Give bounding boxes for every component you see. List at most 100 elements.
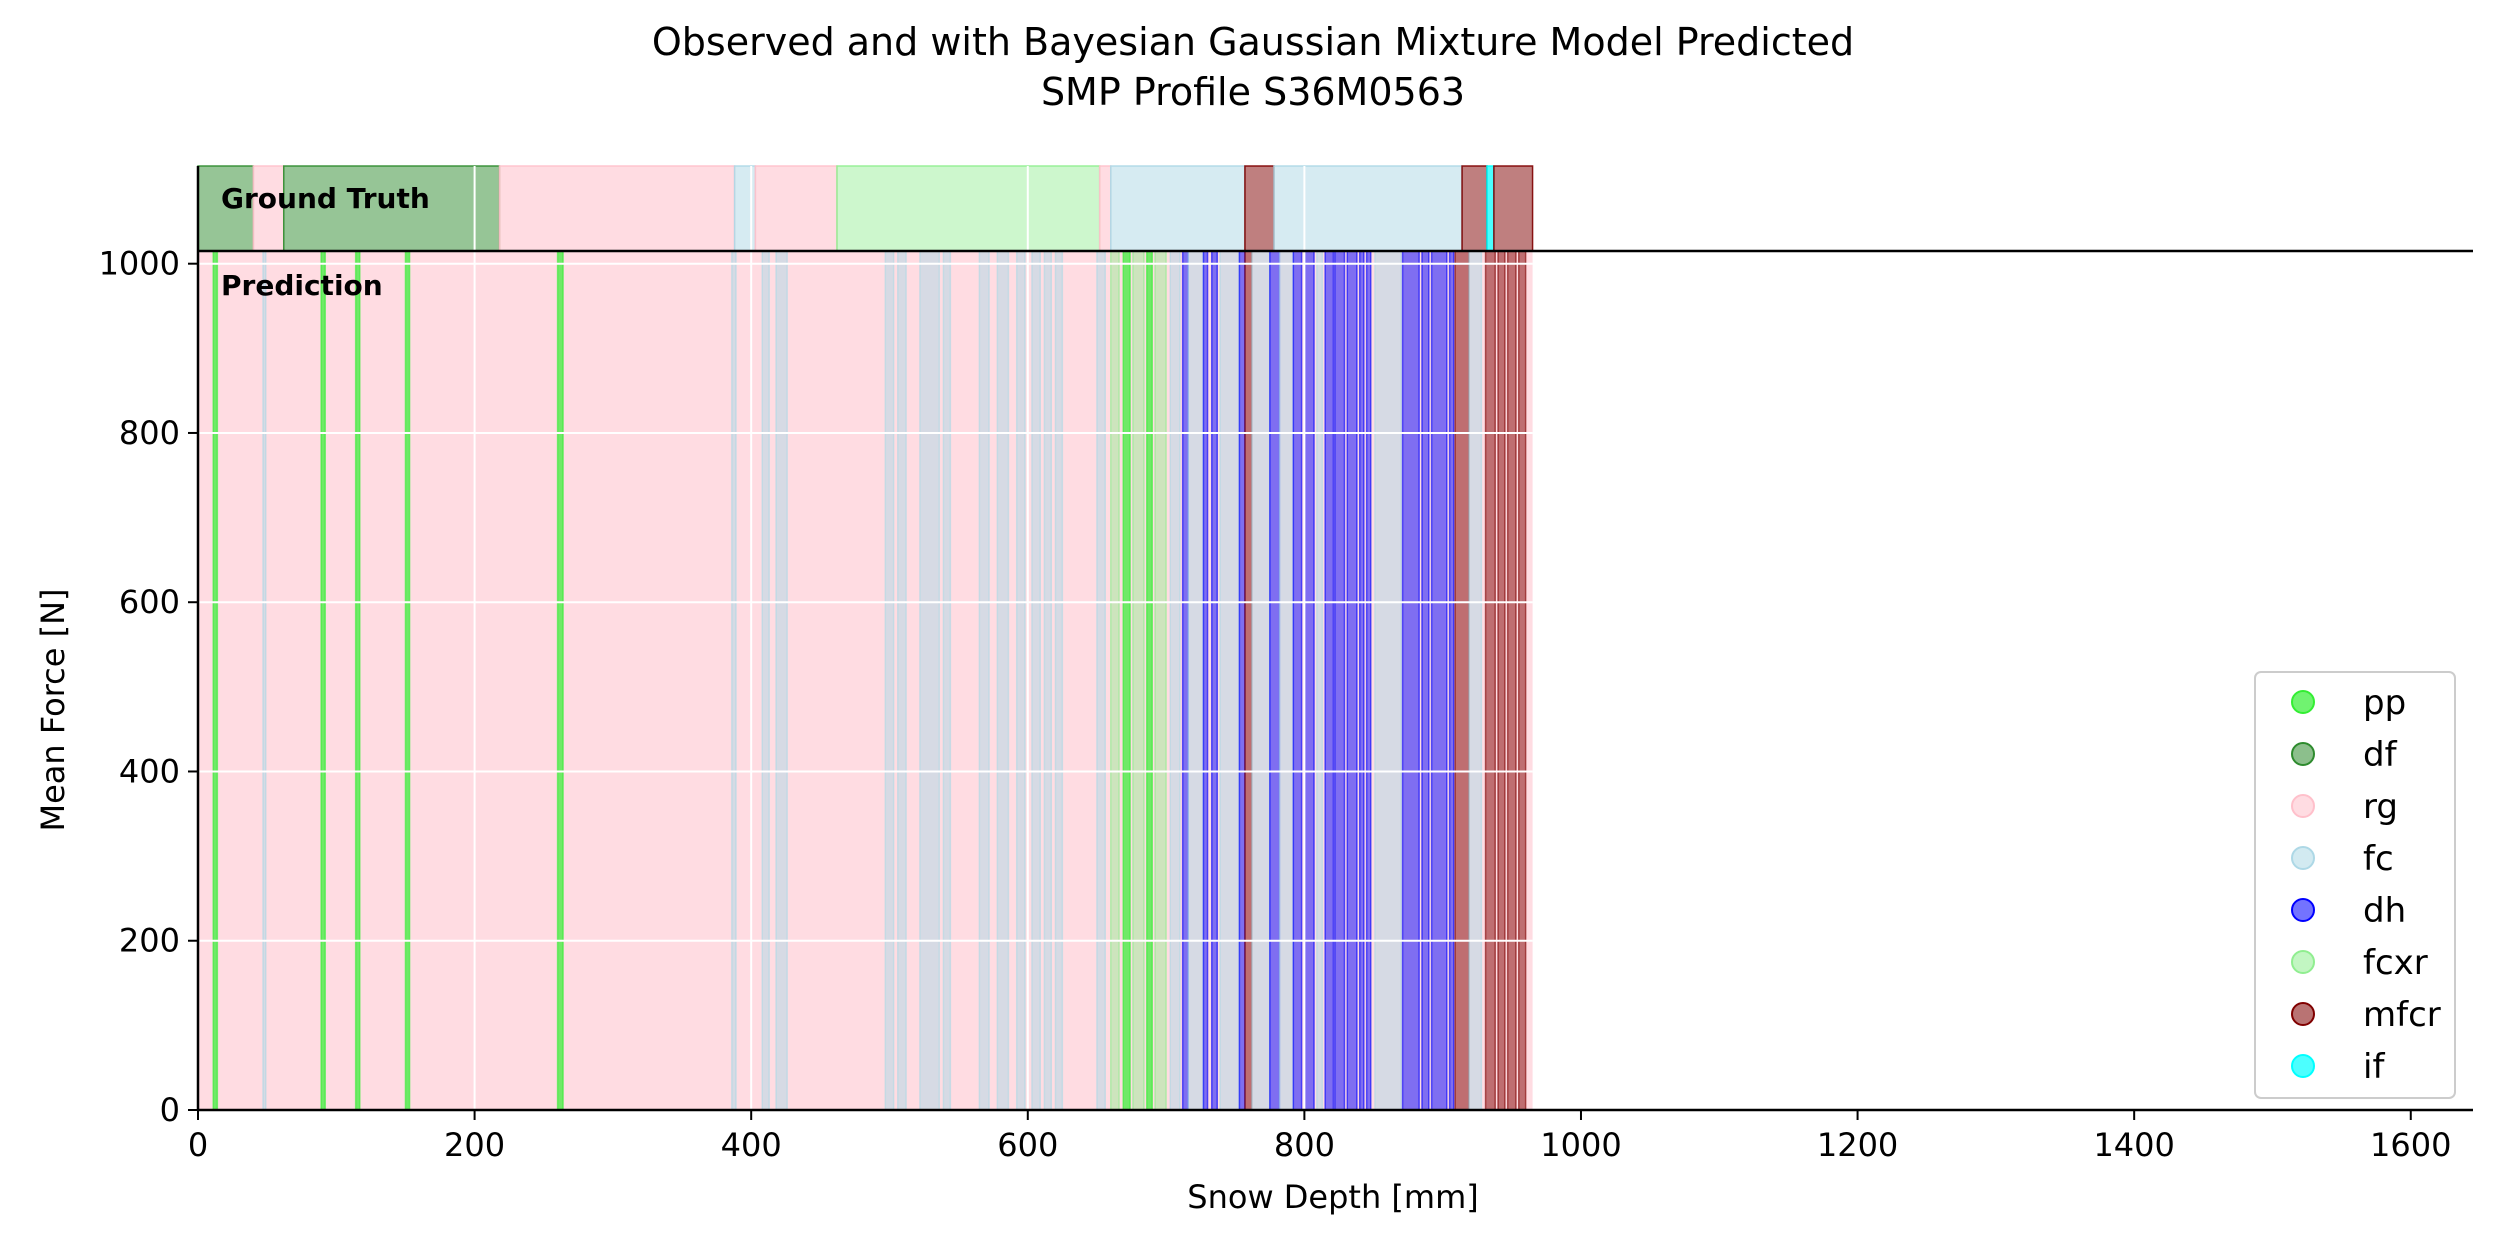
ground-truth-segment-mfcr: [1493, 165, 1534, 252]
prediction-segment-pp: [1122, 250, 1131, 1111]
prediction-segment-pp: [1145, 250, 1154, 1111]
legend-label-mfcr: mfcr: [2363, 995, 2441, 1035]
ground-truth-segment-fcxr: [836, 165, 1101, 252]
prediction-segment-fcxr: [1132, 250, 1145, 1111]
prediction-segment-pp: [404, 250, 411, 1111]
ground-truth-segment-rg: [754, 165, 838, 252]
prediction-segment-fc: [978, 250, 990, 1111]
legend-marker-df: [2291, 742, 2315, 766]
legend-marker-pp: [2291, 690, 2315, 714]
prediction-segment-dh: [1421, 250, 1430, 1111]
prediction-segment-dh: [1448, 250, 1455, 1111]
prediction-segment-fc: [1374, 250, 1402, 1111]
prediction-segment-dh: [1292, 250, 1303, 1111]
legend-marker-dh: [2291, 898, 2315, 922]
prediction-segment-fc: [775, 250, 788, 1111]
x-tick-label: 800: [1274, 1126, 1335, 1164]
prediction-segment-fc: [942, 250, 952, 1111]
prediction-segment-fc: [731, 250, 737, 1111]
prediction-segment-fc: [1316, 250, 1324, 1111]
prediction-segment-fc: [1251, 250, 1271, 1111]
prediction-segment-fc: [1468, 250, 1483, 1111]
prediction-segment-fc: [1054, 250, 1064, 1111]
legend-label-df: df: [2363, 735, 2398, 775]
legend-marker-mfcr: [2291, 1002, 2315, 1026]
legend-label-dh: dh: [2363, 891, 2406, 931]
prediction-segment-fcxr: [1110, 250, 1120, 1111]
prediction-segment-fcxr: [1154, 250, 1167, 1111]
grid-lines: [198, 166, 1533, 1110]
legend-label-fc: fc: [2363, 839, 2394, 879]
prediction-segment-fc: [1031, 250, 1041, 1111]
prediction-segment-fc: [897, 250, 907, 1111]
prediction-segment-fc: [996, 250, 1010, 1111]
legend-marker-fcxr: [2291, 950, 2315, 974]
y-tick-label: 200: [119, 922, 180, 960]
ground-truth-panel: [197, 165, 1534, 252]
ground-truth-segment-mfcr: [1461, 165, 1488, 252]
axes: [196, 166, 2473, 1112]
x-tick-label: 1400: [2093, 1126, 2174, 1164]
tick-labels: 0 200 400 600 800 1000 1200 1400 1600 0 200 400 600 8…: [99, 245, 2452, 1164]
prediction-segment-fc: [1219, 250, 1241, 1111]
x-tick-label: 200: [444, 1126, 505, 1164]
prediction-segment-mfcr: [1244, 250, 1253, 1111]
chart-subtitle: SMP Profile S36M0563: [1041, 70, 1465, 114]
prediction-segment-mfcr: [1484, 250, 1496, 1111]
legend-marker-if: [2291, 1054, 2315, 1078]
ground-truth-segment-rg: [498, 165, 736, 252]
ground-truth-segment-df: [282, 165, 501, 252]
prediction-segment-mfcr: [1454, 250, 1470, 1111]
x-tick-label: 400: [721, 1126, 782, 1164]
legend-box: [2254, 671, 2456, 1099]
y-tick-label: 400: [119, 752, 180, 790]
prediction-segment-dh: [1238, 250, 1246, 1111]
prediction-segment-dh: [1346, 250, 1358, 1111]
ground-truth-segment-mfcr: [1244, 165, 1275, 252]
prediction-segment-fc: [884, 250, 895, 1111]
legend-label-pp: pp: [2363, 683, 2406, 723]
prediction-segment-dh: [1303, 250, 1315, 1111]
y-tick-label: 800: [119, 414, 180, 452]
ground-truth-segment-fc: [1110, 165, 1246, 252]
prediction-segment-dh: [1202, 250, 1209, 1111]
prediction-segment-dh: [1401, 250, 1420, 1111]
prediction-segment-fc: [262, 250, 267, 1111]
prediction-segment-pp: [354, 250, 361, 1111]
x-tick-label: 0: [188, 1126, 208, 1164]
prediction-segment-fc: [1169, 250, 1181, 1111]
y-tick-label: 600: [119, 583, 180, 621]
prediction-segment-dh: [1210, 250, 1219, 1111]
prediction-segment-fc: [1043, 250, 1053, 1111]
legend-label-fcxr: fcxr: [2363, 943, 2428, 983]
legend: pp df rg fc dh fcxr mfcr if: [2254, 671, 2456, 1099]
y-tick-label: 0: [160, 1091, 180, 1129]
prediction-segment-pp: [320, 250, 326, 1111]
x-tick-label: 1600: [2370, 1126, 2451, 1164]
legend-marker-fc: [2291, 846, 2315, 870]
prediction-segment-fc: [1187, 250, 1205, 1111]
ground-truth-segment-fc: [733, 165, 757, 252]
prediction-segment-dh: [1365, 250, 1372, 1111]
prediction-segment-mfcr: [1517, 250, 1527, 1111]
prediction-segment-fc: [1096, 250, 1106, 1111]
legend-marker-rg: [2291, 794, 2315, 818]
prediction-segment-pp: [212, 250, 219, 1111]
prediction-segment-dh: [1269, 250, 1281, 1111]
x-tick-label: 1200: [1817, 1126, 1898, 1164]
prediction-panel: [198, 250, 1533, 1111]
prediction-segment-fc: [761, 250, 770, 1111]
ground-truth-segment-fc: [1273, 165, 1463, 252]
y-axis-label: Mean Force [N]: [34, 588, 72, 831]
prediction-segment-fc: [1278, 250, 1295, 1111]
ground-truth-segment-rg: [1098, 165, 1112, 252]
prediction-segment-mfcr: [1497, 250, 1506, 1111]
prediction-segment-mfcr: [1506, 250, 1517, 1111]
prediction-label: Prediction: [221, 269, 383, 302]
x-tick-label: 1000: [1540, 1126, 1621, 1164]
prediction-segment-dh: [1430, 250, 1448, 1111]
prediction-segment-dh: [1334, 250, 1346, 1111]
prediction-segment-fc: [1015, 250, 1026, 1111]
x-tick-label: 600: [997, 1126, 1058, 1164]
